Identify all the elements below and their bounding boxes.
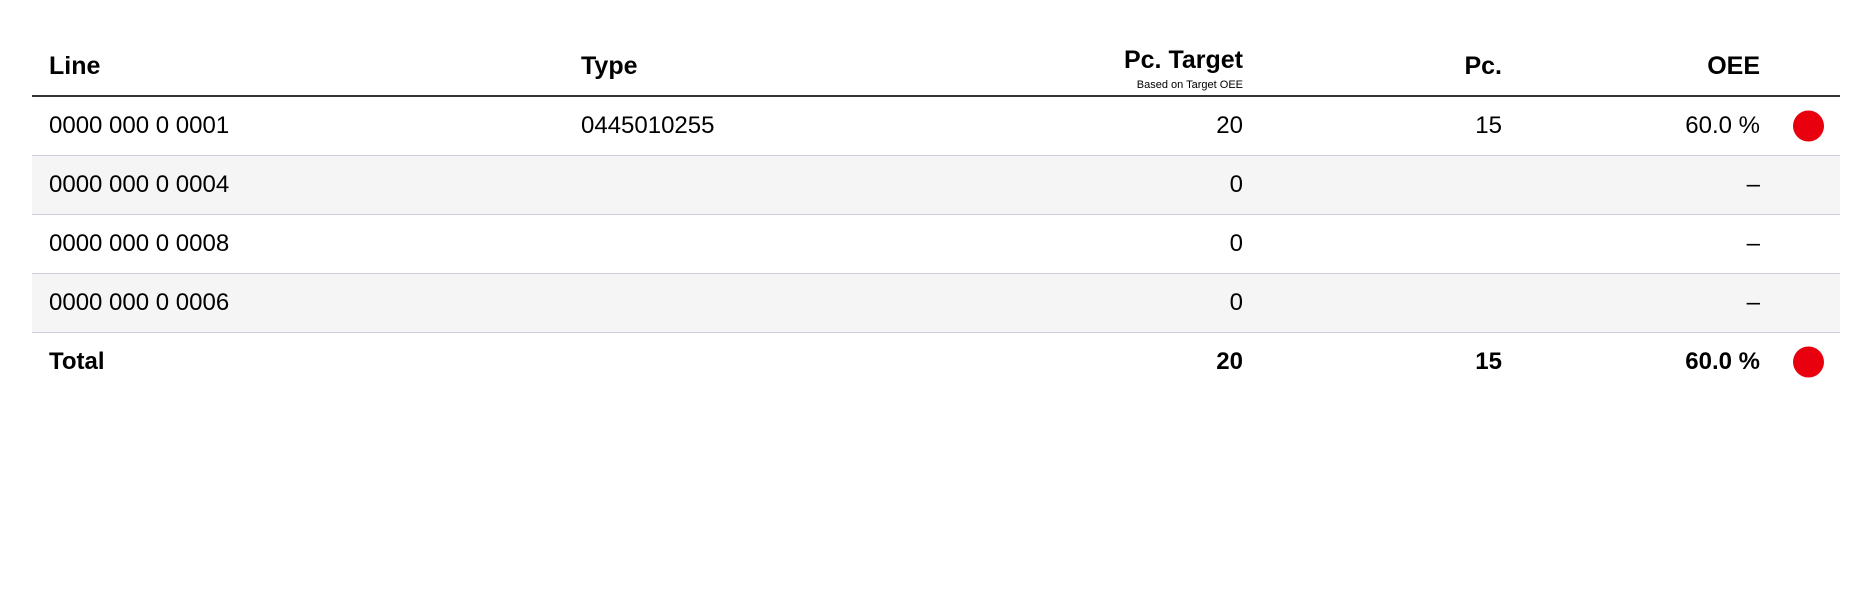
oee-cell: 60.0 % (1685, 112, 1760, 139)
header-pc-target-subtitle: Based on Target OEE (1136, 79, 1243, 91)
header-pc-target-label: Pc. Target (1123, 46, 1243, 74)
table-row[interactable]: 0000 000 0 0006 0 – (32, 274, 1840, 333)
line-cell: 0000 000 0 0008 (49, 230, 230, 257)
total-oee: 60.0 % (1685, 348, 1760, 375)
oee-cell: – (1746, 171, 1760, 198)
status-indicator-icon (1793, 110, 1824, 142)
total-pc: 15 (1475, 348, 1502, 375)
oee-cell: – (1746, 289, 1760, 316)
table-row[interactable]: 0000 000 0 0004 0 – (32, 156, 1840, 215)
line-cell: 0000 000 0 0006 (49, 289, 230, 316)
target-cell: 0 (1229, 230, 1243, 257)
header-pc-target[interactable]: Pc. Target Based on Target OEE (1124, 46, 1243, 91)
status-indicator-icon (1793, 346, 1824, 378)
target-cell: 0 (1229, 289, 1243, 316)
total-row: Total 20 15 60.0 % (32, 333, 1840, 391)
type-cell: 0445010255 (581, 112, 715, 139)
line-cell: 0000 000 0 0004 (49, 171, 230, 198)
table-header: Line Type Pc. Target Based on Target OEE … (32, 34, 1840, 97)
oee-cell: – (1746, 230, 1760, 257)
header-oee[interactable]: OEE (1707, 52, 1760, 80)
table-row[interactable]: 0000 000 0 0001 0445010255 20 15 60.0 % (32, 97, 1840, 156)
header-pc[interactable]: Pc. (1464, 52, 1502, 80)
total-label: Total (49, 348, 105, 375)
table-row[interactable]: 0000 000 0 0008 0 – (32, 215, 1840, 274)
target-cell: 20 (1216, 112, 1243, 139)
pc-cell: 15 (1475, 112, 1502, 139)
header-line[interactable]: Line (49, 52, 101, 80)
header-type[interactable]: Type (581, 52, 638, 80)
oee-table: Line Type Pc. Target Based on Target OEE … (32, 34, 1840, 391)
line-cell: 0000 000 0 0001 (49, 112, 230, 139)
total-target: 20 (1216, 348, 1243, 375)
target-cell: 0 (1229, 171, 1243, 198)
